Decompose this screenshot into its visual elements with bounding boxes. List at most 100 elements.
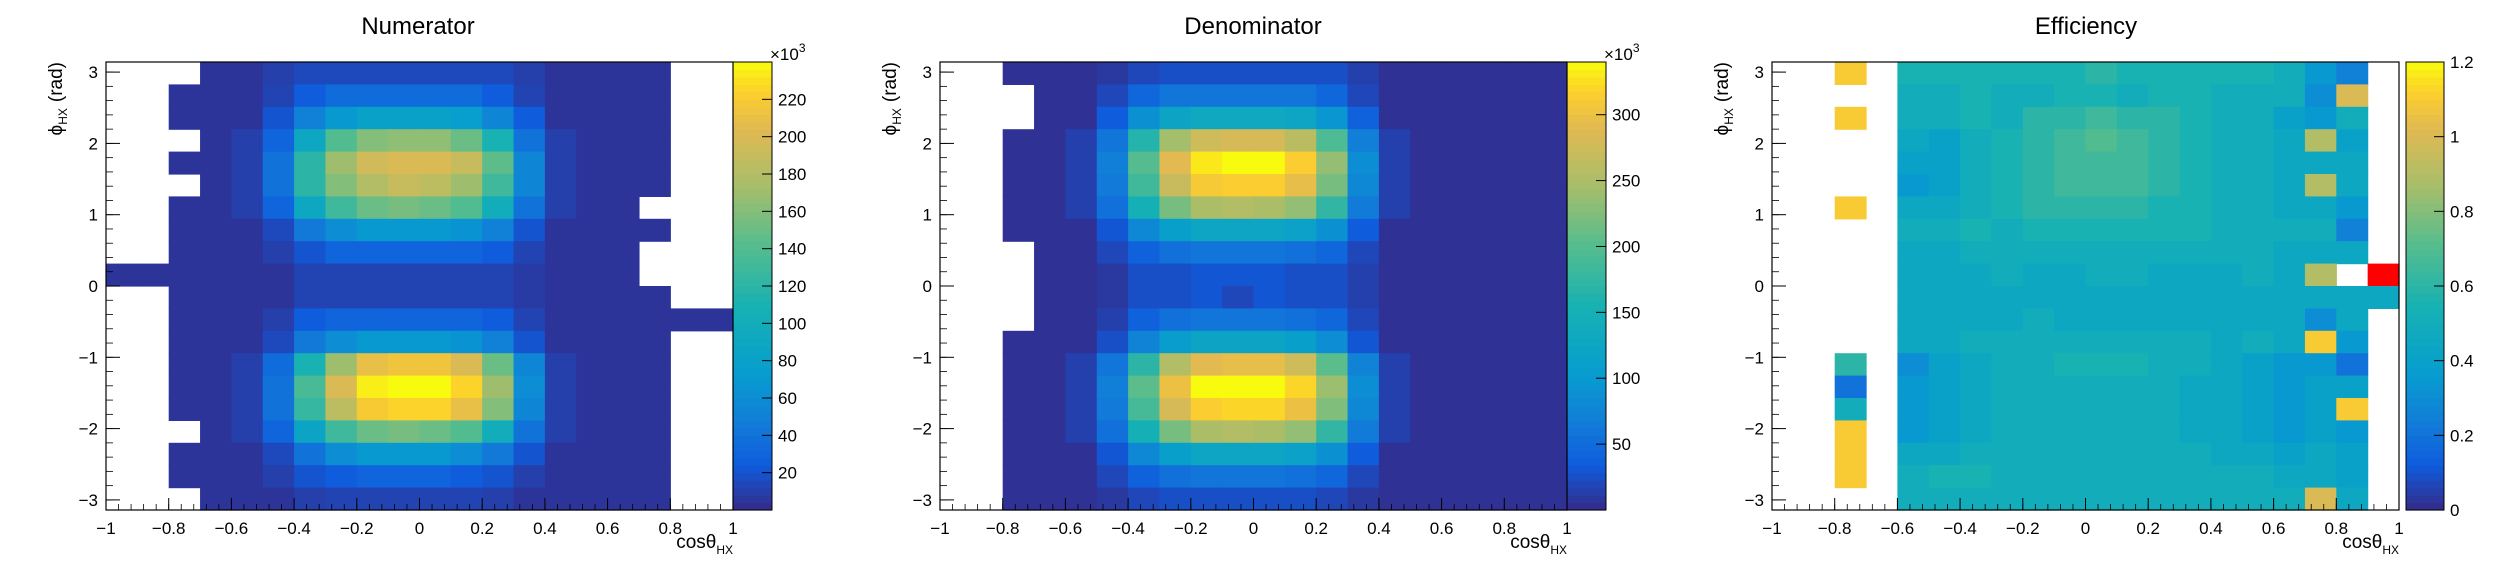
heatmap-cell — [1065, 330, 1098, 354]
colorbar-segment — [2406, 502, 2444, 511]
heatmap-cell — [419, 487, 452, 511]
heatmap-cell — [1159, 398, 1192, 421]
heatmap-cell — [1410, 174, 1443, 197]
heatmap-cell — [1253, 398, 1286, 421]
y-tick-label: −2 — [79, 420, 98, 439]
heatmap-cell — [2022, 420, 2055, 444]
heatmap-cell — [1222, 330, 1255, 354]
heatmap-cell — [2022, 286, 2055, 309]
heatmap-cell — [482, 420, 515, 444]
heatmap-cell — [607, 151, 640, 175]
heatmap-cell — [1128, 308, 1161, 332]
heatmap-cell — [1096, 263, 1129, 287]
heatmap-cell — [513, 375, 546, 399]
colorbar-tick-label: 220 — [778, 90, 806, 109]
heatmap-cell — [513, 487, 546, 511]
heatmap-cell — [1378, 487, 1411, 511]
heatmap-cell — [2179, 151, 2212, 175]
heatmap-cell — [325, 465, 358, 489]
heatmap-cell — [513, 106, 546, 130]
x-tick-label: 1 — [2394, 519, 2403, 538]
heatmap-cell — [2116, 353, 2149, 377]
colorbar-segment — [1567, 278, 1606, 287]
x-tick-label: −1 — [1762, 519, 1781, 538]
heatmap-cell — [1535, 196, 1568, 220]
heatmap-cell — [2054, 353, 2087, 377]
heatmap-cell — [2304, 151, 2337, 175]
x-tick-label: 0.2 — [2136, 519, 2160, 538]
colorbar-tick-label: 1 — [2450, 128, 2459, 147]
heatmap-cell — [2054, 129, 2087, 153]
colorbar-segment — [733, 427, 772, 436]
heatmap-cell — [482, 62, 515, 85]
colorbar-segment — [1567, 226, 1606, 235]
heatmap-cell — [1504, 308, 1537, 332]
heatmap-cell — [1897, 263, 1930, 287]
heatmap-cell — [1065, 106, 1098, 130]
heatmap-cell — [231, 106, 264, 130]
heatmap-cell — [231, 174, 264, 197]
colorbar-segment — [733, 345, 772, 354]
heatmap-cell — [2179, 196, 2212, 220]
heatmap-cell — [638, 398, 671, 421]
heatmap-cell — [2179, 353, 2212, 377]
heatmap-cell — [1253, 465, 1286, 489]
heatmap-cell — [356, 129, 389, 153]
heatmap-cell — [2085, 218, 2118, 242]
heatmap-cell — [1378, 420, 1411, 444]
heatmap-cell — [2242, 84, 2275, 108]
heatmap-cell — [1096, 106, 1129, 130]
heatmap-cell — [1128, 286, 1161, 309]
heatmap-cell — [2336, 174, 2369, 197]
heatmap-cell — [262, 487, 295, 511]
heatmap-cell — [482, 330, 515, 354]
heatmap-cell — [1128, 106, 1161, 130]
heatmap-cell — [1378, 442, 1411, 466]
heatmap-cell — [1504, 218, 1537, 242]
panel-denominator: Denominator −1 −0.8 −0.6 −0.4 −0.2 0 0.2 0.4 0.6… — [880, 13, 1640, 557]
heatmap-cell — [1960, 465, 1993, 489]
heatmap-cell — [1441, 420, 1474, 444]
heatmap-cell — [2085, 62, 2118, 85]
heatmap-cell — [1378, 84, 1411, 108]
heatmap-cell — [1316, 174, 1349, 197]
colorbar-segment — [733, 442, 772, 451]
heatmap-cell — [1253, 84, 1286, 108]
heatmap-cell — [1897, 196, 1930, 220]
heatmap-cell — [607, 375, 640, 399]
heatmap-cell — [262, 62, 295, 85]
colorbar — [1566, 61, 1607, 511]
heatmap-cell — [1378, 62, 1411, 85]
x-tick-label: −0.2 — [1174, 519, 1208, 538]
heatmap-cell — [2336, 465, 2369, 489]
heatmap-cell — [544, 196, 577, 220]
heatmap-cell — [1128, 353, 1161, 377]
heatmap-cell — [1096, 286, 1129, 309]
heatmap-cell — [2273, 398, 2306, 421]
heatmap-cell — [1190, 398, 1223, 421]
heatmap-cell — [1472, 174, 1505, 197]
x-tick-label: 0 — [1249, 519, 1258, 538]
heatmap-cell — [325, 62, 358, 85]
heatmap-cell — [1897, 353, 1930, 377]
heatmap-cell — [1897, 465, 1930, 489]
heatmap-cell — [576, 196, 609, 220]
x-tick-label: 0.2 — [470, 519, 494, 538]
heatmap-cell — [388, 420, 421, 444]
heatmap-cell — [1253, 241, 1286, 265]
heatmap-cell — [356, 420, 389, 444]
heatmap-cell — [1002, 353, 1035, 377]
heatmap-cell — [1096, 151, 1129, 175]
heatmap-cell — [544, 487, 577, 511]
heatmap-cell — [450, 241, 483, 265]
heatmap-cell — [607, 241, 640, 265]
heatmap-cell — [607, 174, 640, 197]
heatmap-cell — [356, 106, 389, 130]
heatmap-cell — [1441, 84, 1474, 108]
heatmap-cell — [576, 465, 609, 489]
heatmap-cell — [1535, 129, 1568, 153]
colorbar-tick-label: 120 — [778, 277, 806, 296]
heatmap-cell — [2242, 308, 2275, 332]
heatmap-cell — [1410, 353, 1443, 377]
heatmap-cell — [1960, 375, 1993, 399]
